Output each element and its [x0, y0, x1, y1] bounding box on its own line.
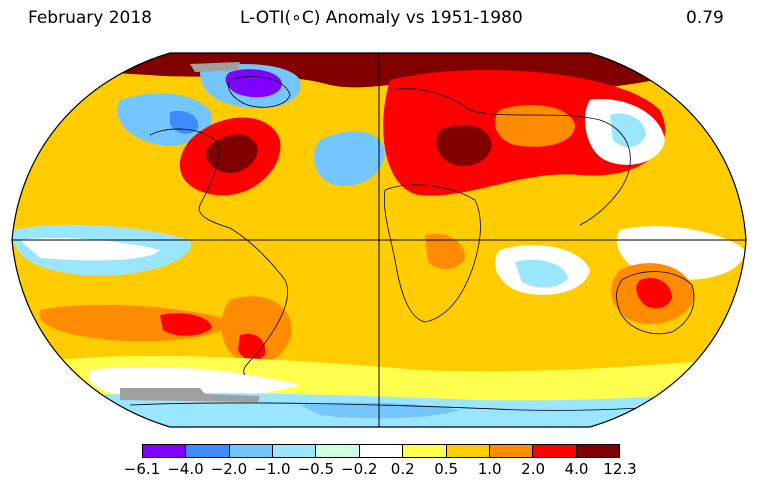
- globe-border: [11, 52, 747, 428]
- colorbar-segment: [273, 445, 317, 457]
- eurasia-coast: [389, 88, 631, 226]
- canada-very-cold: [170, 110, 199, 134]
- colorbar-tick-label: −0.2: [341, 460, 378, 478]
- east-us-very-warm: [206, 134, 258, 174]
- atlantic-cold: [314, 131, 385, 186]
- colorbar-tick-label: −0.5: [297, 460, 335, 478]
- colorbar-tick-label: 0.5: [434, 460, 459, 478]
- map-date-label: February 2018: [28, 8, 152, 28]
- colorbar-tick-label: 0.2: [390, 460, 415, 478]
- colorbar-tick-label: −6.1: [123, 460, 161, 478]
- greenland-extreme-cold: [225, 69, 282, 98]
- colorbar-tick-label: −4.0: [167, 460, 204, 478]
- east-asia-cool: [610, 113, 646, 147]
- africa-coast: [383, 184, 481, 323]
- south-pacific-very-warm: [160, 313, 212, 336]
- global-mean-anomaly: 0.79: [686, 8, 724, 28]
- patagonia-very-warm: [238, 333, 266, 361]
- colorbar-tick-label: 4.0: [564, 460, 589, 478]
- central-africa-warm: [425, 233, 465, 270]
- colorbar-segment: [576, 445, 619, 457]
- africa-warm: [379, 211, 480, 319]
- colorbar-segment: [186, 445, 230, 457]
- colorbar-tick-label: 12.3: [603, 460, 637, 478]
- colorbar-segment: [143, 445, 187, 457]
- colorbar-tick-label: 1.0: [477, 460, 502, 478]
- no-data-antarctic: [120, 388, 260, 402]
- colorbar-tick-label: 2.0: [521, 460, 546, 478]
- australia-coast: [616, 271, 695, 335]
- pacific-neutral: [20, 238, 160, 261]
- indian-ocean-cool: [515, 259, 568, 288]
- colorbar-segment: [403, 445, 447, 457]
- colorbar-segment: [489, 445, 534, 457]
- colorbar-segment: [229, 445, 274, 457]
- australia-very-warm: [636, 278, 672, 309]
- colorbar-tick-label: −1.0: [254, 460, 291, 478]
- anomaly-map: [11, 52, 747, 428]
- greenland-coast: [228, 76, 291, 108]
- colorbar-tick-label: −2.0: [210, 460, 248, 478]
- middle-east-very-warm: [436, 125, 492, 166]
- colorbar-segment: [446, 445, 490, 457]
- map-title: L-OTI(∘C) Anomaly vs 1951-1980: [240, 8, 523, 28]
- colorbar-segment: [533, 445, 577, 457]
- colorbar: [142, 444, 620, 458]
- no-data-arctic: [190, 62, 240, 72]
- colorbar-segment: [359, 445, 404, 457]
- colorbar-segment: [316, 445, 360, 457]
- americas-coast: [149, 128, 289, 376]
